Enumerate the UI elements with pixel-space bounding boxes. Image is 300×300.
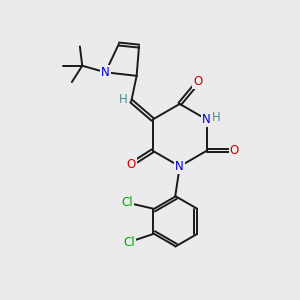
- Text: O: O: [127, 158, 136, 171]
- Text: N: N: [202, 113, 211, 126]
- Text: Cl: Cl: [123, 236, 135, 249]
- Text: N: N: [101, 66, 110, 79]
- Text: N: N: [175, 160, 184, 173]
- Text: O: O: [230, 144, 239, 157]
- Text: O: O: [193, 75, 202, 88]
- Text: H: H: [118, 93, 127, 106]
- Text: H: H: [212, 111, 220, 124]
- Text: Cl: Cl: [122, 196, 133, 209]
